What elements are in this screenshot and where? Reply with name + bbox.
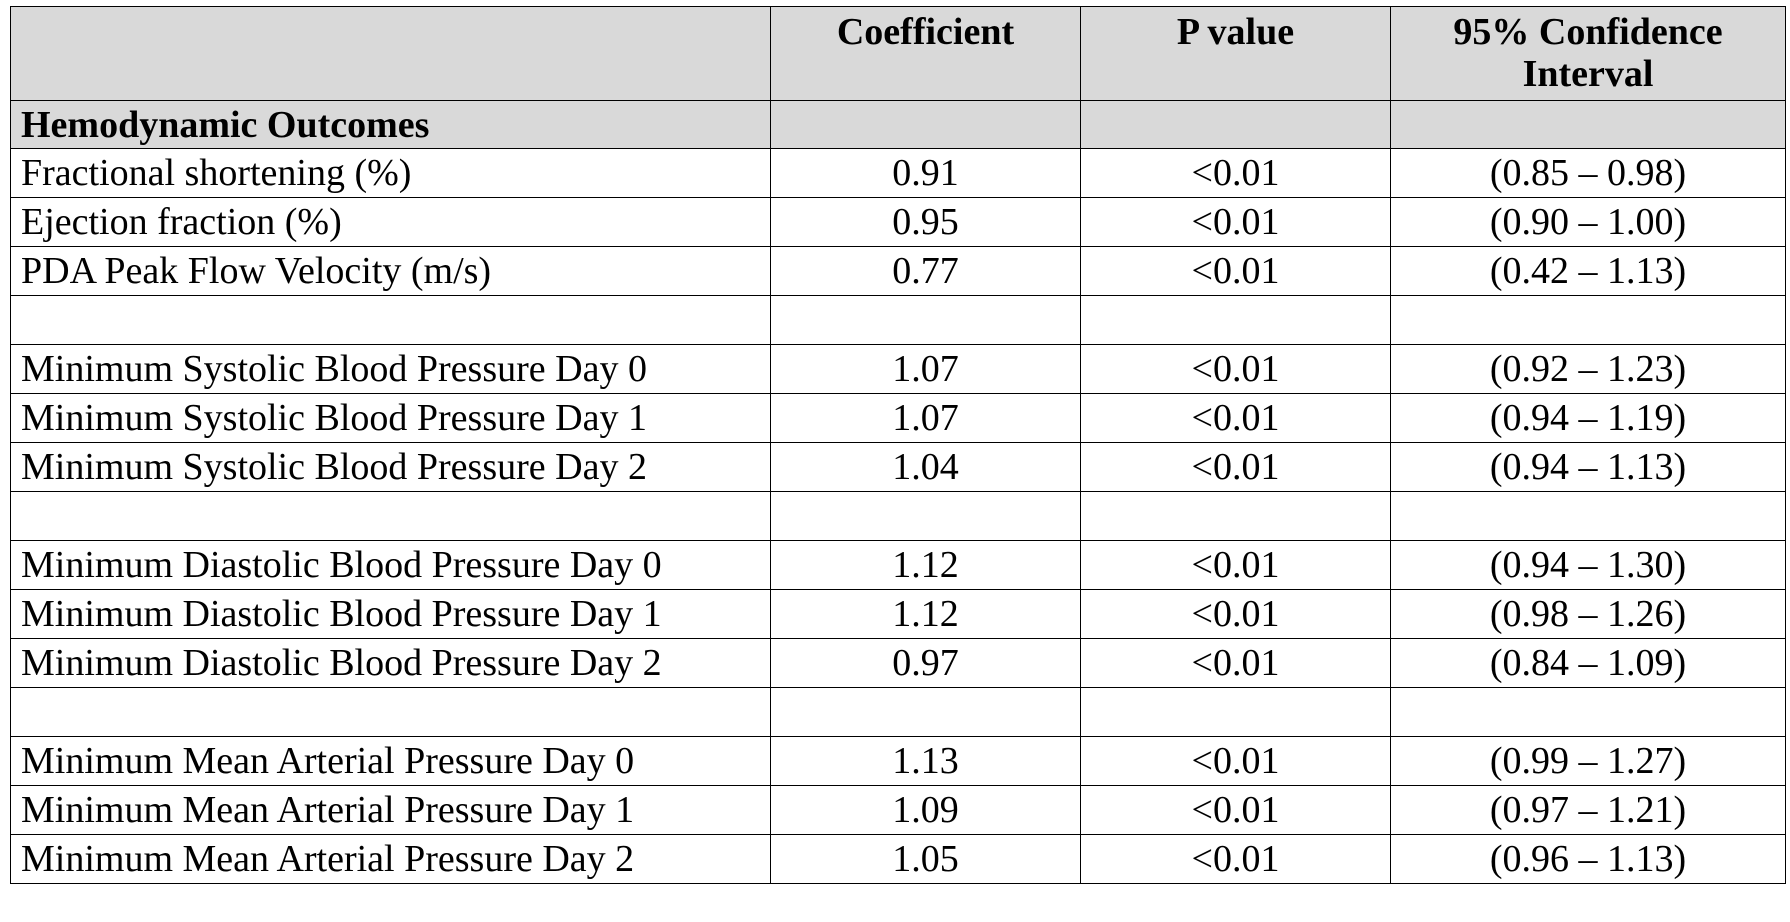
table-row: PDA Peak Flow Velocity (m/s) 0.77 <0.01 (0.…	[10, 246, 1786, 296]
row-label: Minimum Mean Arterial Pressure Day 0	[10, 736, 771, 786]
p-value-cell: <0.01	[1080, 785, 1391, 835]
coefficient-cell	[770, 295, 1081, 345]
confidence-interval-cell: (0.92 – 1.23)	[1390, 344, 1786, 394]
confidence-interval-cell: (0.98 – 1.26)	[1390, 589, 1786, 639]
section-empty-cell	[770, 100, 1081, 149]
table-header: Coefficient P value 95% Confidence Inter…	[10, 6, 1786, 101]
confidence-interval-cell: (0.94 – 1.30)	[1390, 540, 1786, 590]
confidence-interval-cell: (0.42 – 1.13)	[1390, 246, 1786, 296]
coefficient-cell	[770, 687, 1081, 737]
table-row: Minimum Mean Arterial Pressure Day 1 1.09…	[10, 785, 1786, 835]
row-label	[10, 295, 771, 345]
coefficient-cell	[770, 491, 1081, 541]
table-row: Ejection fraction (%) 0.95 <0.01 (0.90 – 1.…	[10, 197, 1786, 247]
coefficient-cell: 1.04	[770, 442, 1081, 492]
header-label-cell	[10, 6, 771, 101]
row-label: Fractional shortening (%)	[10, 148, 771, 198]
row-label: Ejection fraction (%)	[10, 197, 771, 247]
table-row: Minimum Diastolic Blood Pressure Day 2 0.…	[10, 638, 1786, 688]
p-value-cell: <0.01	[1080, 148, 1391, 198]
confidence-interval-cell: (0.96 – 1.13)	[1390, 834, 1786, 884]
row-label: Minimum Diastolic Blood Pressure Day 2	[10, 638, 771, 688]
spacer-row	[10, 491, 1786, 541]
coefficient-cell: 1.09	[770, 785, 1081, 835]
row-label: Minimum Mean Arterial Pressure Day 2	[10, 834, 771, 884]
coefficient-cell: 1.07	[770, 344, 1081, 394]
p-value-cell: <0.01	[1080, 197, 1391, 247]
row-label	[10, 491, 771, 541]
confidence-interval-cell: (0.90 – 1.00)	[1390, 197, 1786, 247]
header-coefficient: Coefficient	[770, 6, 1081, 101]
row-label: Minimum Mean Arterial Pressure Day 1	[10, 785, 771, 835]
confidence-interval-cell	[1390, 687, 1786, 737]
table-row: Minimum Systolic Blood Pressure Day 2 1.0…	[10, 442, 1786, 492]
header-confidence-interval: 95% Confidence Interval	[1390, 6, 1786, 101]
p-value-cell: <0.01	[1080, 638, 1391, 688]
table-row: Minimum Diastolic Blood Pressure Day 1 1.…	[10, 589, 1786, 639]
table-row: Minimum Systolic Blood Pressure Day 0 1.0…	[10, 344, 1786, 394]
table-row: Minimum Diastolic Blood Pressure Day 0 1.…	[10, 540, 1786, 590]
coefficient-cell: 0.95	[770, 197, 1081, 247]
confidence-interval-cell: (0.94 – 1.19)	[1390, 393, 1786, 443]
p-value-cell	[1080, 687, 1391, 737]
table-row: Minimum Mean Arterial Pressure Day 2 1.05…	[10, 834, 1786, 884]
coefficient-cell: 0.97	[770, 638, 1081, 688]
p-value-cell: <0.01	[1080, 540, 1391, 590]
coefficient-cell: 0.77	[770, 246, 1081, 296]
row-label: Minimum Diastolic Blood Pressure Day 0	[10, 540, 771, 590]
row-label	[10, 687, 771, 737]
confidence-interval-cell	[1390, 295, 1786, 345]
p-value-cell: <0.01	[1080, 736, 1391, 786]
confidence-interval-cell: (0.85 – 0.98)	[1390, 148, 1786, 198]
p-value-cell: <0.01	[1080, 246, 1391, 296]
table-row: Fractional shortening (%) 0.91 <0.01 (0.85 …	[10, 148, 1786, 198]
section-title: Hemodynamic Outcomes	[10, 100, 771, 149]
coefficient-cell: 0.91	[770, 148, 1081, 198]
table-body: Hemodynamic Outcomes Fractional shorteni…	[10, 100, 1786, 884]
hemodynamic-results-table: Coefficient P value 95% Confidence Inter…	[10, 6, 1786, 884]
row-label: PDA Peak Flow Velocity (m/s)	[10, 246, 771, 296]
row-label: Minimum Systolic Blood Pressure Day 0	[10, 344, 771, 394]
section-empty-cell	[1390, 100, 1786, 149]
header-p-value: P value	[1080, 6, 1391, 101]
table-row: Minimum Systolic Blood Pressure Day 1 1.0…	[10, 393, 1786, 443]
coefficient-cell: 1.07	[770, 393, 1081, 443]
row-label: Minimum Systolic Blood Pressure Day 2	[10, 442, 771, 492]
coefficient-cell: 1.13	[770, 736, 1081, 786]
confidence-interval-cell	[1390, 491, 1786, 541]
table-row: Minimum Mean Arterial Pressure Day 0 1.13…	[10, 736, 1786, 786]
p-value-cell: <0.01	[1080, 834, 1391, 884]
coefficient-cell: 1.12	[770, 589, 1081, 639]
section-row: Hemodynamic Outcomes	[10, 100, 1786, 149]
coefficient-cell: 1.05	[770, 834, 1081, 884]
confidence-interval-cell: (0.94 – 1.13)	[1390, 442, 1786, 492]
confidence-interval-cell: (0.84 – 1.09)	[1390, 638, 1786, 688]
spacer-row	[10, 295, 1786, 345]
row-label: Minimum Systolic Blood Pressure Day 1	[10, 393, 771, 443]
confidence-interval-cell: (0.99 – 1.27)	[1390, 736, 1786, 786]
p-value-cell	[1080, 491, 1391, 541]
p-value-cell: <0.01	[1080, 393, 1391, 443]
section-empty-cell	[1080, 100, 1391, 149]
results-table-container: Coefficient P value 95% Confidence Inter…	[10, 6, 1786, 884]
p-value-cell: <0.01	[1080, 442, 1391, 492]
p-value-cell: <0.01	[1080, 344, 1391, 394]
header-row: Coefficient P value 95% Confidence Inter…	[10, 6, 1786, 101]
p-value-cell: <0.01	[1080, 589, 1391, 639]
spacer-row	[10, 687, 1786, 737]
p-value-cell	[1080, 295, 1391, 345]
confidence-interval-cell: (0.97 – 1.21)	[1390, 785, 1786, 835]
coefficient-cell: 1.12	[770, 540, 1081, 590]
row-label: Minimum Diastolic Blood Pressure Day 1	[10, 589, 771, 639]
